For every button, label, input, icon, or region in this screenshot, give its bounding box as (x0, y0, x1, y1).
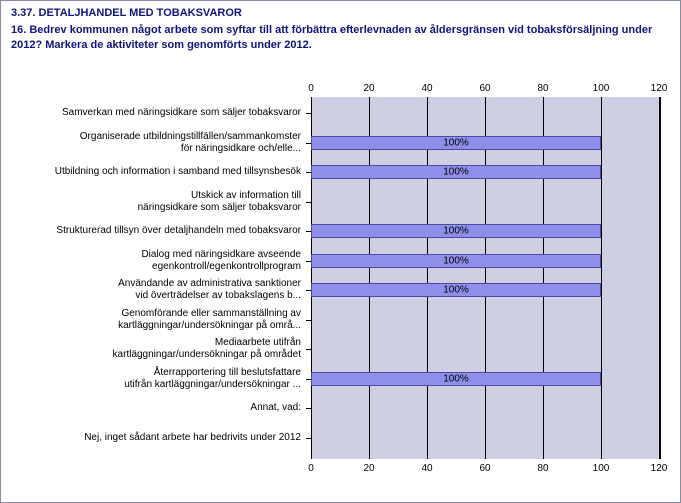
x-axis-label-top: 80 (537, 83, 548, 94)
x-axis-label-top: 0 (308, 83, 314, 94)
x-axis-label-bottom: 40 (421, 463, 432, 474)
bar-value-label: 100% (443, 226, 469, 237)
y-tick (306, 202, 311, 203)
x-axis-label-bottom: 100 (593, 463, 610, 474)
x-axis-label-bottom: 60 (479, 463, 490, 474)
plot-background (311, 97, 661, 459)
bar-value-label: 100% (443, 373, 469, 384)
y-tick (306, 349, 311, 350)
y-tick (306, 113, 311, 114)
category-label: Mediaarbete utifrån kartläggningar/under… (11, 337, 301, 361)
gridline (485, 97, 486, 459)
x-axis-label-top: 40 (421, 83, 432, 94)
bar-value-label: 100% (443, 255, 469, 266)
bar-value-label: 100% (443, 137, 469, 148)
category-label: Organiserade utbildningstillfällen/samma… (11, 131, 301, 155)
category-label: Nej, inget sådant arbete har bedrivits u… (11, 432, 301, 444)
category-label: Samverkan med näringsidkare som säljer t… (11, 107, 301, 119)
x-axis-label-bottom: 80 (537, 463, 548, 474)
category-label: Användande av administrativa sanktioner … (11, 278, 301, 302)
category-label: Genomförande eller sammanställning av ka… (11, 308, 301, 332)
x-axis-label-bottom: 20 (363, 463, 374, 474)
gridline (369, 97, 370, 459)
y-tick (306, 408, 311, 409)
category-label: Utskick av information till näringsidkar… (11, 190, 301, 214)
y-tick (306, 320, 311, 321)
panel: 3.37. DETALJHANDEL MED TOBAKSVAROR 16. B… (0, 0, 681, 503)
x-axis-label-bottom: 0 (308, 463, 314, 474)
gridline (427, 97, 428, 459)
category-label: Utbildning och information i samband med… (11, 166, 301, 178)
x-axis-label-top: 120 (651, 83, 668, 94)
category-label: Strukturerad tillsyn över detaljhandeln … (11, 225, 301, 237)
bar-value-label: 100% (443, 167, 469, 178)
category-label: Annat, vad: (11, 402, 301, 414)
x-axis-label-top: 100 (593, 83, 610, 94)
section-heading: 3.37. DETALJHANDEL MED TOBAKSVAROR (1, 1, 680, 21)
x-axis-label-bottom: 120 (651, 463, 668, 474)
category-label: Dialog med näringsidkare avseende egenko… (11, 249, 301, 273)
gridline (659, 97, 660, 459)
category-label: Återrapportering till beslutsfattare uti… (11, 367, 301, 391)
gridline (311, 97, 312, 459)
x-axis-label-top: 60 (479, 83, 490, 94)
bar-value-label: 100% (443, 285, 469, 296)
question-text: 16. Bedrev kommunen något arbete som syf… (1, 21, 680, 59)
y-tick (306, 438, 311, 439)
gridline (601, 97, 602, 459)
chart-area: 0 0 20 20 40 40 60 60 80 80 100 100 120 120 Samverkan … (11, 81, 670, 492)
x-axis-label-top: 20 (363, 83, 374, 94)
gridline (543, 97, 544, 459)
